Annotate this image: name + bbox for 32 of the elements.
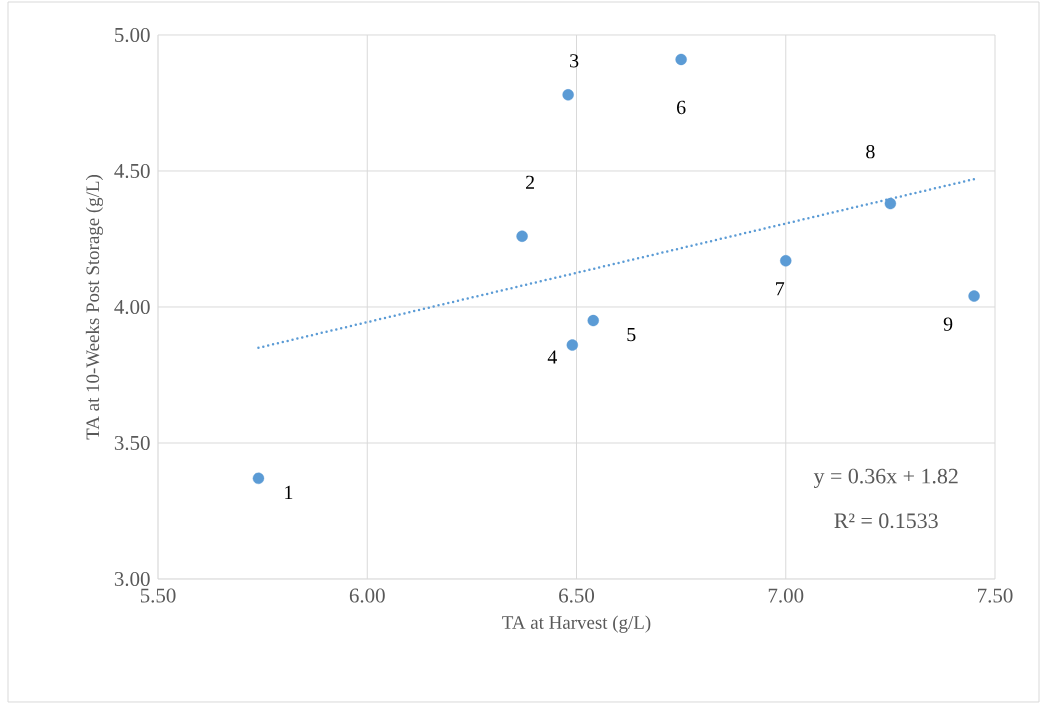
- point: [968, 290, 980, 302]
- annotation: 1: [285, 485, 293, 499]
- point: [587, 314, 599, 327]
- point: [252, 472, 265, 485]
- point: [566, 339, 579, 351]
- x-tick-label: 6.50: [559, 588, 595, 603]
- point: [675, 53, 687, 66]
- annotation: 8: [866, 144, 875, 159]
- y-tick-label: 3.50: [114, 435, 150, 451]
- x-tick-label: 6.00: [349, 588, 385, 603]
- annotation: 5: [627, 327, 636, 342]
- y-tick-label: 3.00: [114, 571, 150, 587]
- y-tick-label: 4.00: [114, 299, 150, 315]
- y-axis-title: TA at 10-Weeks Post Storage (g/L): [85, 175, 104, 440]
- x-tick-label: 5.50: [140, 588, 176, 603]
- point: [516, 230, 528, 242]
- point: [780, 255, 792, 267]
- y-tick-label: 5.00: [115, 27, 150, 43]
- y-tick-label: 4.50: [114, 163, 150, 179]
- x-tick-label: 7.50: [978, 588, 1013, 603]
- point: [562, 89, 574, 101]
- annotation: R² = 0.1533: [834, 513, 938, 529]
- annotation: 2: [526, 175, 534, 189]
- annotation: 6: [677, 100, 686, 115]
- annotation: 7: [776, 282, 785, 296]
- x-axis-title: TA at Harvest (g/L): [502, 615, 651, 633]
- annotation: y = 0.36x + 1.82: [813, 468, 958, 488]
- annotation: 9: [943, 317, 953, 331]
- annotation: 4: [547, 350, 557, 364]
- point: [884, 197, 897, 210]
- x-tick-label: 7.00: [768, 588, 804, 603]
- annotation: 3: [570, 54, 579, 68]
